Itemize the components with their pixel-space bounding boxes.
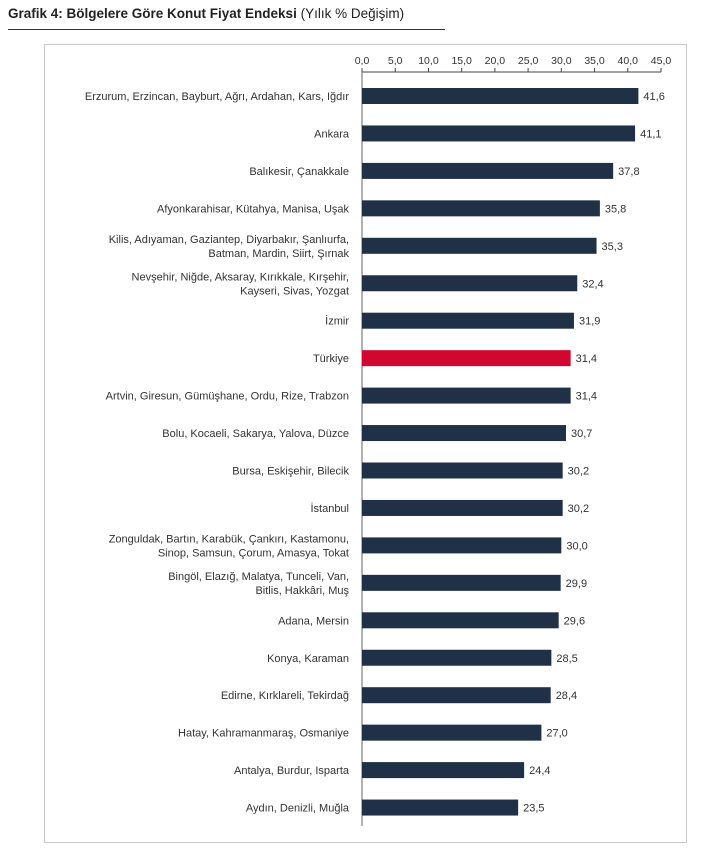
category-label: İzmir: [325, 315, 349, 328]
category-label: Hatay, Kahramanmaraş, Osmaniye: [178, 728, 349, 740]
value-label: 30,0: [566, 540, 587, 552]
bar: [362, 88, 639, 104]
bar: [362, 162, 614, 179]
bar: [362, 275, 578, 292]
value-label: 31,9: [579, 316, 600, 328]
value-label: 37,8: [618, 166, 639, 178]
chart-title-unit: (Yılık % Değişim): [300, 6, 405, 21]
category-label: Konya, Karaman: [267, 653, 349, 665]
value-label: 31,4: [576, 391, 597, 403]
value-label: 27,0: [546, 728, 567, 740]
category-label: Ankara: [314, 128, 350, 140]
bar-highlight: [362, 350, 571, 367]
value-label: 32,4: [582, 278, 603, 290]
bar: [362, 237, 597, 254]
category-label: Zonguldak, Bartın, Karabük, Çankırı, Kas…: [109, 533, 349, 545]
category-label: Sinop, Samsun, Çorum, Amasya, Tokat: [158, 547, 349, 559]
x-tick-label: 40,0: [618, 55, 639, 67]
bar: [362, 537, 562, 554]
bar: [362, 425, 566, 442]
value-label: 41,6: [643, 91, 664, 103]
value-label: 35,8: [605, 203, 626, 215]
bar: [362, 499, 563, 516]
bar: [362, 125, 636, 142]
value-label: 31,4: [576, 353, 597, 365]
value-label: 28,4: [556, 690, 577, 702]
value-label: 30,2: [568, 466, 589, 478]
bar: [362, 649, 552, 666]
category-label: Artvin, Giresun, Gümüşhane, Ordu, Rize, …: [106, 391, 349, 403]
bar: [362, 387, 571, 404]
category-label: Bitlis, Hakkâri, Muş: [255, 585, 349, 597]
x-tick-label: 10,0: [418, 55, 439, 67]
value-label: 24,4: [529, 765, 550, 777]
category-label: Bolu, Kocaeli, Sakarya, Yalova, Düzce: [162, 428, 349, 440]
bar: [362, 799, 519, 816]
x-tick-label: 45,0: [651, 55, 672, 67]
category-label: İstanbul: [310, 502, 349, 515]
category-label: Antalya, Burdur, Isparta: [234, 765, 350, 777]
x-tick-label: 15,0: [451, 55, 472, 67]
x-tick-label: 20,0: [485, 55, 506, 67]
bar: [362, 574, 561, 591]
value-label: 23,5: [523, 803, 544, 815]
x-tick-label: 25,0: [518, 55, 539, 67]
category-label: Adana, Mersin: [278, 615, 349, 627]
value-label: 30,7: [571, 428, 592, 440]
chart-title-bold: Grafik 4: Bölgelere Göre Konut Fiyat End…: [8, 6, 297, 21]
category-label: Bursa, Eskişehir, Bilecik: [232, 466, 349, 478]
bar: [362, 762, 525, 779]
x-tick-label: 0,0: [355, 55, 370, 67]
x-tick-label: 30,0: [551, 55, 572, 67]
category-label: Edirne, Kırklareli, Tekirdağ: [221, 690, 349, 702]
x-tick-label: 5,0: [388, 55, 403, 67]
value-label: 29,6: [564, 615, 585, 627]
value-label: 41,1: [640, 128, 661, 140]
value-label: 30,2: [568, 503, 589, 515]
category-label: Erzurum, Erzincan, Bayburt, Ağrı, Ardaha…: [85, 91, 349, 103]
category-label: Türkiye: [313, 353, 349, 365]
category-label: Kilis, Adıyaman, Gaziantep, Diyarbakır, …: [109, 234, 349, 246]
category-label: Nevşehir, Niğde, Aksaray, Kırıkkale, Kır…: [132, 271, 349, 283]
value-label: 35,3: [602, 241, 623, 253]
category-label: Kayseri, Sivas, Yozgat: [240, 285, 349, 297]
bar: [362, 200, 600, 217]
category-label: Afyonkarahisar, Kütahya, Manisa, Uşak: [157, 203, 349, 215]
x-tick-label: 35,0: [584, 55, 605, 67]
chart-title: Grafik 4: Bölgelere Göre Konut Fiyat End…: [8, 6, 404, 21]
bar: [362, 462, 563, 479]
value-label: 28,5: [556, 653, 577, 665]
bar: [362, 687, 551, 704]
category-label: Aydın, Denizli, Muğla: [246, 803, 350, 815]
bar: [362, 724, 542, 741]
chart-frame: [44, 44, 687, 843]
title-underline: [8, 29, 445, 30]
bar: [362, 612, 559, 629]
bar: [362, 312, 574, 329]
category-label: Bingöl, Elazığ, Malatya, Tunceli, Van,: [168, 571, 349, 583]
category-label: Balıkesir, Çanakkale: [249, 166, 349, 178]
value-label: 29,9: [566, 578, 587, 590]
category-label: Batman, Mardin, Siirt, Şırnak: [208, 248, 349, 260]
